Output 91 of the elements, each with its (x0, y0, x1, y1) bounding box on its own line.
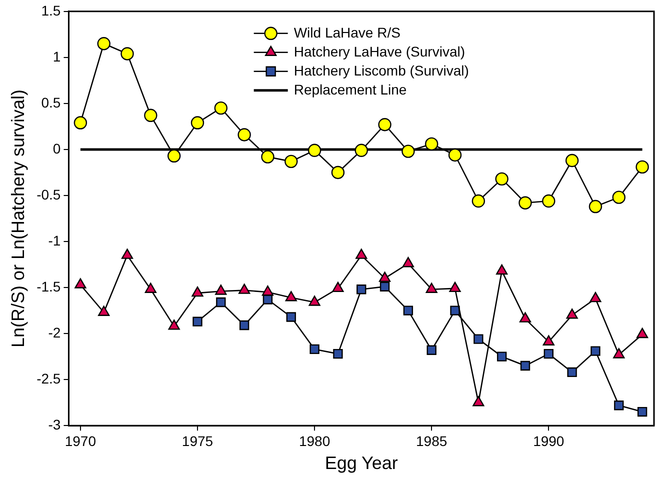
point (424, 137, 438, 151)
point (472, 396, 484, 406)
point (120, 47, 134, 60)
point (496, 264, 508, 275)
point (261, 150, 274, 164)
y-tick-label: 1 (52, 48, 61, 64)
point (284, 154, 298, 168)
point (403, 306, 414, 316)
y-tick-label: 0.5 (41, 94, 61, 110)
point (308, 296, 320, 306)
point (565, 154, 579, 168)
point (378, 272, 391, 282)
y-tick-label: -0.5 (36, 186, 61, 202)
point (520, 360, 530, 371)
point (495, 172, 508, 186)
point (97, 37, 110, 50)
point (518, 196, 532, 210)
point (544, 348, 554, 359)
point (310, 344, 320, 354)
point (74, 278, 86, 288)
y-axis-title: Ln(R/S) or Ln(Hatchery survival) (8, 89, 28, 348)
point (448, 148, 462, 162)
point (519, 312, 532, 322)
point (636, 160, 649, 174)
point (192, 286, 204, 297)
y-tick-label: -3 (48, 416, 61, 432)
point (74, 116, 88, 130)
point (308, 144, 322, 157)
point (356, 284, 366, 294)
legend-label: Wild LaHave R/S (294, 24, 400, 40)
x-axis-title: Egg Year (324, 453, 398, 474)
point (332, 282, 344, 292)
legend-label: Hatchery Liscomb (Survival) (294, 62, 469, 78)
x-tick-label: 1990 (533, 432, 564, 449)
point (354, 144, 368, 157)
point (331, 166, 345, 180)
y-tick-label: 1.5 (41, 2, 61, 18)
y-tick-label: -1 (48, 232, 61, 248)
point (192, 316, 202, 326)
point (566, 308, 578, 319)
x-tick-label: 1970 (64, 432, 96, 449)
point (216, 297, 226, 308)
point (567, 367, 577, 378)
point (215, 284, 227, 295)
point (449, 282, 461, 292)
point (590, 292, 602, 302)
x-tick-label: 1985 (416, 432, 448, 449)
point (612, 190, 626, 204)
point (496, 352, 507, 362)
y-tick-label: -2 (48, 324, 61, 340)
point (239, 320, 250, 330)
point (614, 400, 624, 410)
point (542, 194, 556, 208)
legend-label: Hatchery LaHave (Survival) (294, 43, 466, 60)
point (590, 346, 600, 356)
point (380, 282, 390, 292)
point (636, 328, 648, 338)
point (144, 108, 158, 122)
point (98, 306, 110, 316)
point (613, 348, 625, 358)
point (378, 118, 392, 132)
point (262, 286, 274, 296)
legend-label: Replacement Line (294, 81, 407, 98)
point (333, 348, 343, 359)
point (637, 406, 648, 417)
point (426, 282, 438, 293)
point (588, 200, 602, 214)
point (542, 335, 554, 346)
point (262, 294, 273, 304)
y-tick-label: -1.5 (36, 278, 61, 294)
point (214, 101, 228, 115)
point (472, 194, 486, 208)
point (168, 320, 180, 330)
point (450, 306, 460, 316)
point (402, 257, 414, 268)
point (402, 144, 415, 158)
point (474, 334, 484, 344)
y-tick-label: 0 (52, 140, 61, 156)
x-tick-label: 1975 (182, 432, 214, 449)
point (285, 291, 297, 302)
point (426, 345, 436, 355)
point (356, 248, 368, 259)
point (121, 248, 134, 259)
point (144, 282, 156, 293)
point (238, 128, 251, 142)
point (190, 116, 204, 130)
y-tick-label: -2.5 (36, 370, 61, 386)
x-tick-label: 1980 (298, 432, 330, 449)
point (167, 149, 181, 163)
point (238, 284, 250, 294)
point (286, 312, 296, 322)
